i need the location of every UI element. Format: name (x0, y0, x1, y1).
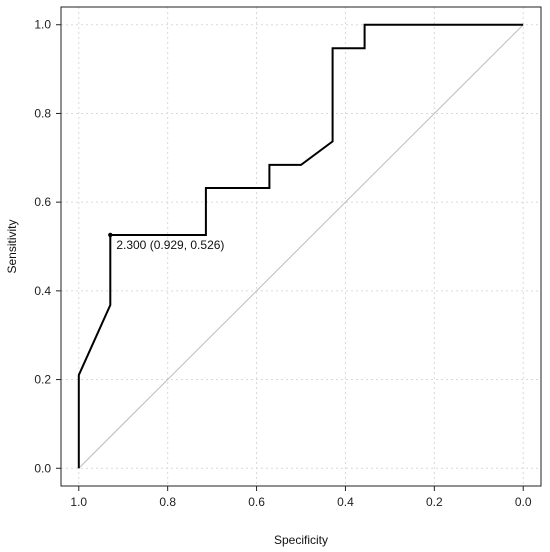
x-tick-label: 0.2 (426, 495, 443, 509)
y-axis-label: Sensitivity (5, 219, 19, 273)
x-tick-label: 0.4 (337, 495, 354, 509)
y-tick-label: 1.0 (34, 18, 51, 32)
y-tick-label: 0.4 (34, 284, 51, 298)
y-tick-label: 0.6 (34, 195, 51, 209)
tick-layer: 1.0 0.8 0.6 0.4 0.2 0.0 0.0 0.2 0.4 0.6 0.8 1.0 (34, 18, 532, 509)
x-tick-label: 1.0 (70, 495, 87, 509)
highlight-point-label: 2.300 (0.929, 0.526) (116, 238, 224, 252)
x-tick-label: 0.8 (159, 495, 176, 509)
y-tick-label: 0.0 (34, 461, 51, 475)
x-tick-label: 0.0 (515, 495, 532, 509)
x-axis-label: Specificity (274, 533, 328, 547)
reference-layer (78, 24, 524, 469)
roc-curve-line (77, 23, 524, 469)
plot-border (60, 6, 542, 487)
highlight-point (108, 232, 113, 238)
y-tick-label: 0.8 (34, 106, 51, 120)
series-layer (77, 23, 524, 469)
reference-diagonal-line (78, 24, 524, 469)
y-tick-label: 0.2 (34, 373, 51, 387)
x-tick-label: 0.6 (248, 495, 265, 509)
